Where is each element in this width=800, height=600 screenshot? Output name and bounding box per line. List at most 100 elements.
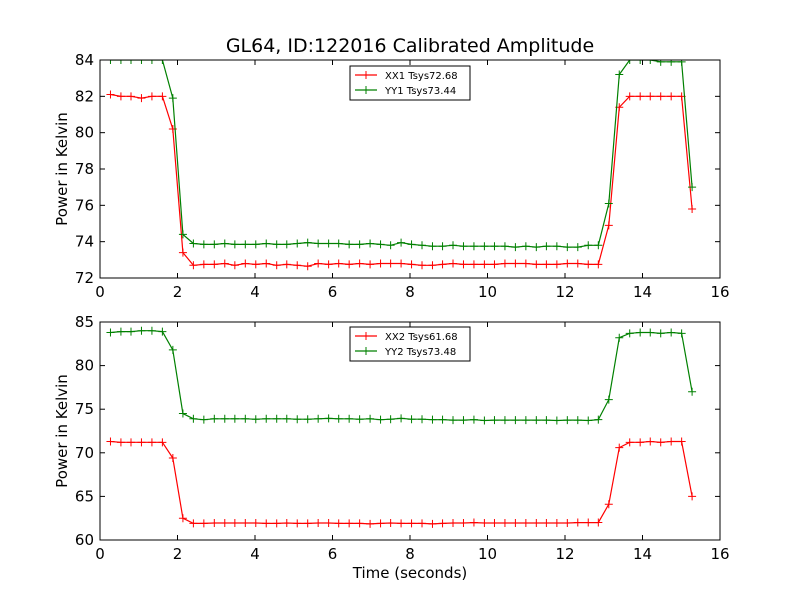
data-point — [189, 239, 198, 248]
data-point — [667, 328, 676, 337]
data-point — [345, 519, 354, 528]
y-tick-label: 78 — [75, 160, 94, 178]
data-point — [147, 92, 156, 101]
data-point — [677, 437, 686, 446]
data-point — [366, 239, 375, 248]
legend: XX2 Tsys61.68 YY2 Tsys73.48 — [349, 326, 471, 362]
data-point — [314, 239, 323, 248]
data-point — [262, 239, 271, 248]
data-point — [532, 518, 541, 527]
data-point — [646, 437, 655, 446]
bottom-panel: 0 2 4 6 8 10 12 14 16 60 65 70 75 80 85 Power in Kelvin… — [53, 313, 730, 582]
data-point — [189, 414, 198, 423]
data-point — [594, 241, 603, 250]
data-point — [324, 414, 333, 423]
data-point — [168, 345, 177, 354]
x-tick-label: 10 — [478, 283, 497, 301]
data-point — [334, 519, 343, 528]
data-point — [521, 518, 530, 527]
data-point — [667, 92, 676, 101]
data-point — [480, 242, 489, 251]
data-point — [552, 260, 561, 269]
data-point — [355, 259, 364, 268]
data-point — [147, 326, 156, 335]
data-point — [106, 90, 115, 99]
data-point — [656, 92, 665, 101]
data-point — [230, 414, 239, 423]
data-point — [241, 240, 250, 249]
legend-box — [349, 326, 471, 362]
legend-marker — [362, 332, 370, 340]
data-point — [532, 260, 541, 269]
data-point — [511, 416, 520, 425]
data-point — [573, 259, 582, 268]
x-tick-label: 8 — [405, 283, 415, 301]
data-point — [615, 443, 624, 452]
data-point — [272, 414, 281, 423]
data-point — [615, 70, 624, 79]
data-point — [272, 240, 281, 249]
data-point — [230, 518, 239, 527]
data-point — [210, 240, 219, 249]
data-point — [210, 414, 219, 423]
data-point — [459, 242, 468, 251]
data-point — [106, 328, 115, 337]
x-tick-label: 0 — [95, 545, 105, 563]
data-point — [147, 60, 156, 64]
x-tick-label: 2 — [173, 283, 183, 301]
x-tick-label: 8 — [405, 545, 415, 563]
data-point — [636, 60, 645, 64]
x-tick-label: 12 — [555, 545, 574, 563]
data-point — [688, 204, 697, 213]
top-panel: 0 2 4 6 8 10 12 14 16 72 74 76 78 80 82 84 Power in Kelv… — [53, 51, 730, 301]
y-tick-label: 84 — [75, 51, 94, 69]
data-point — [220, 239, 229, 248]
data-point — [314, 518, 323, 527]
data-point — [407, 415, 416, 424]
data-point — [500, 259, 509, 268]
data-point — [677, 60, 686, 66]
y-tick-label: 82 — [75, 87, 94, 105]
data-point — [386, 415, 395, 424]
data-point — [656, 438, 665, 447]
data-point — [334, 259, 343, 268]
data-point — [625, 92, 634, 101]
data-point — [511, 518, 520, 527]
data-point — [366, 260, 375, 269]
data-point — [407, 240, 416, 249]
data-point — [158, 92, 167, 101]
data-point — [303, 238, 312, 247]
data-point — [303, 519, 312, 528]
data-point — [584, 416, 593, 425]
x-tick-label: 16 — [710, 283, 729, 301]
data-point — [500, 518, 509, 527]
data-point — [407, 519, 416, 528]
y-tick-label: 80 — [75, 124, 94, 142]
data-point — [667, 60, 676, 66]
data-point — [552, 518, 561, 527]
data-point — [178, 230, 187, 239]
data-point — [251, 240, 260, 249]
data-point — [521, 242, 530, 251]
data-point — [314, 259, 323, 268]
data-point — [418, 519, 427, 528]
data-point — [127, 438, 135, 447]
data-point — [573, 518, 582, 527]
data-point — [158, 327, 167, 336]
data-point — [376, 519, 385, 528]
data-point — [688, 492, 697, 501]
data-point — [355, 415, 364, 424]
data-point — [199, 240, 208, 249]
data-point — [418, 241, 427, 250]
data-point — [127, 327, 135, 336]
data-point — [667, 437, 676, 446]
data-point — [438, 242, 447, 251]
data-point — [251, 415, 260, 424]
data-point — [449, 518, 458, 527]
data-point — [688, 387, 697, 396]
legend-marker — [362, 347, 370, 355]
data-point — [428, 242, 437, 251]
data-point — [178, 409, 187, 418]
data-point — [469, 242, 478, 251]
data-point — [116, 327, 125, 336]
